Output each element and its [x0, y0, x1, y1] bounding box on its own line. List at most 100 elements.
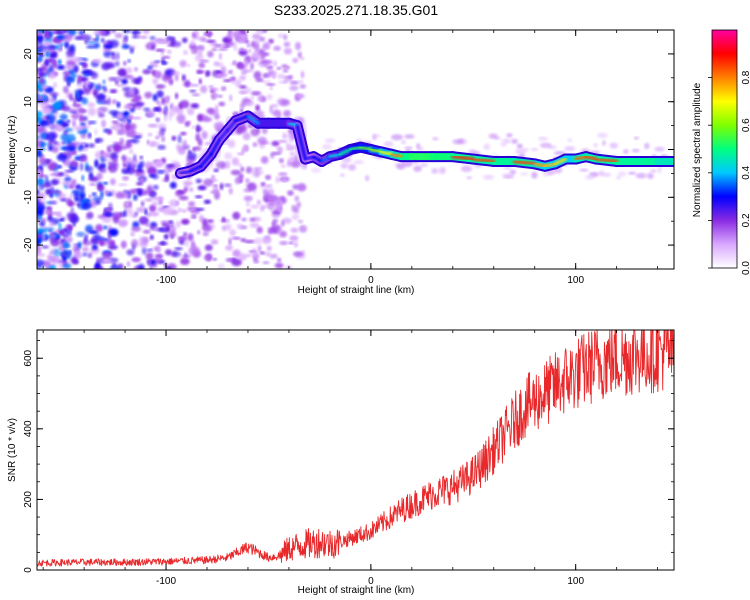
noise-blob: [213, 168, 219, 173]
noise-blob: [214, 104, 219, 113]
noise-blob: [47, 215, 54, 222]
noise-blob: [161, 58, 165, 65]
noise-blob: [82, 202, 92, 210]
y-tick-label: 0: [23, 567, 34, 573]
noise-blob: [125, 67, 133, 74]
noise-blob: [238, 63, 246, 70]
noise-blob: [239, 34, 247, 38]
noise-blob: [76, 165, 81, 170]
noise-blob: [221, 216, 226, 223]
noise-blob: [246, 43, 251, 48]
noise-blob: [631, 148, 640, 153]
noise-blob: [136, 207, 147, 213]
noise-blob: [126, 122, 130, 131]
noise-blob: [230, 62, 238, 66]
noise-blob: [205, 70, 210, 77]
noise-blob: [83, 58, 88, 62]
noise-blob: [72, 103, 82, 108]
noise-blob: [70, 160, 79, 168]
noise-blob: [80, 133, 87, 139]
noise-blob: [209, 223, 216, 230]
noise-blob: [112, 262, 117, 268]
noise-blob: [296, 93, 305, 99]
noise-blob: [49, 265, 57, 269]
noise-blob: [218, 52, 222, 60]
noise-blob: [102, 252, 113, 258]
noise-blob: [245, 101, 255, 106]
noise-blob: [181, 74, 186, 82]
noise-blob: [203, 178, 214, 187]
noise-blob: [202, 218, 208, 227]
noise-blob: [67, 225, 73, 231]
noise-blob: [250, 62, 254, 70]
noise-blob: [69, 97, 74, 101]
noise-blob: [216, 73, 222, 78]
noise-blob: [81, 174, 85, 182]
noise-blob: [131, 226, 141, 232]
noise-blob: [179, 60, 187, 68]
noise-blob: [252, 248, 257, 253]
ridge-core: [543, 162, 557, 168]
noise-blob: [187, 233, 194, 242]
noise-blob: [176, 144, 182, 151]
noise-blob: [66, 75, 76, 83]
noise-blob: [98, 30, 107, 35]
noise-blob: [96, 172, 103, 180]
noise-blob: [635, 172, 647, 179]
noise-blob: [134, 101, 145, 107]
noise-blob: [164, 111, 168, 118]
noise-blob: [440, 167, 446, 174]
noise-blob: [372, 134, 382, 138]
noise-blob: [165, 172, 169, 179]
noise-blob: [142, 30, 150, 35]
noise-blob: [231, 236, 241, 240]
noise-blob: [181, 209, 187, 213]
snr-panel: -100 0 100 0 200 400 600 Height of straight l…: [7, 329, 675, 596]
noise-blob: [145, 252, 154, 261]
y-tick-label: -10: [23, 190, 34, 205]
noise-blob: [246, 209, 251, 213]
noise-blob: [298, 80, 304, 84]
noise-blob: [269, 85, 273, 90]
noise-blob: [289, 156, 296, 162]
noise-blob: [125, 128, 137, 138]
noise-blob: [283, 41, 291, 48]
noise-blob: [160, 51, 164, 55]
noise-blob: [223, 183, 232, 187]
noise-blob: [230, 169, 242, 176]
noise-blob: [265, 251, 271, 257]
noise-blob: [251, 168, 256, 177]
noise-blob: [95, 34, 99, 43]
noise-blob: [257, 94, 265, 103]
noise-blob: [585, 175, 595, 180]
noise-blob: [277, 140, 288, 143]
noise-blob: [49, 220, 55, 228]
noise-blob: [161, 136, 166, 142]
noise-blob: [53, 249, 60, 258]
noise-blob: [129, 149, 134, 154]
noise-blob: [262, 59, 273, 65]
colorbar-ticks: 0.0 0.2 0.4 0.6 0.8: [708, 70, 750, 275]
noise-blob: [189, 215, 197, 219]
noise-blob: [401, 140, 406, 145]
noise-blob: [250, 204, 260, 209]
noise-blob: [157, 144, 166, 150]
noise-blob: [298, 225, 308, 233]
noise-blob: [265, 174, 272, 180]
noise-blob: [94, 159, 99, 168]
noise-blob: [208, 85, 214, 89]
noise-blob: [198, 62, 206, 69]
noise-blob: [107, 232, 112, 241]
noise-blob: [65, 64, 75, 71]
noise-blob: [66, 49, 75, 57]
noise-blob: [46, 119, 50, 128]
noise-blob: [92, 58, 102, 64]
noise-blob: [37, 37, 42, 43]
noise-blob: [163, 116, 168, 122]
y-tick-label: 600: [23, 349, 34, 366]
noise-blob: [106, 145, 112, 154]
noise-blob: [38, 213, 42, 221]
noise-blob: [130, 231, 135, 237]
noise-blob: [137, 263, 145, 269]
noise-blob: [87, 107, 97, 116]
